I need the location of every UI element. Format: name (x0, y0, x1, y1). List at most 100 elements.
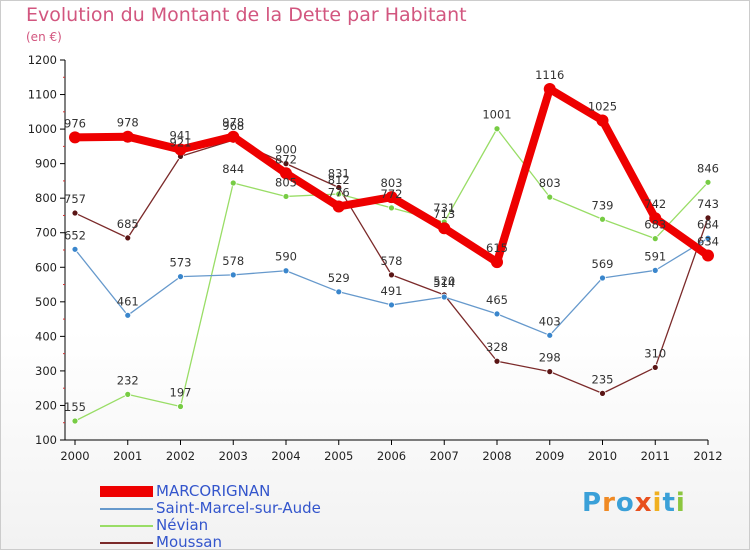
x-tick-label: 2004 (271, 449, 300, 463)
data-label-saint-marcel-sur-aude: 491 (381, 284, 403, 298)
data-label-moussan: 578 (381, 254, 403, 268)
data-point-saint-marcel-sur-aude (704, 234, 712, 242)
chart-subtitle: (en €) (26, 30, 62, 44)
data-point-moussan (71, 209, 79, 217)
legend-item-saint-marcel: Saint-Marcel-sur-Aude (100, 500, 360, 517)
y-tick-label: 300 (35, 364, 57, 378)
data-point-saint-marcel-sur-aude (124, 311, 132, 319)
y-tick-label: 600 (35, 260, 57, 274)
data-point-saint-marcel-sur-aude (651, 266, 659, 274)
x-tick-label: 2000 (60, 449, 89, 463)
y-tick-label: 800 (35, 191, 57, 205)
data-label-saint-marcel-sur-aude: 514 (433, 276, 455, 290)
data-label-marcorignan: 976 (64, 116, 86, 130)
data-label-n-vian: 772 (381, 187, 403, 201)
data-label-moussan: 328 (486, 340, 508, 354)
data-point-saint-marcel-sur-aude (440, 293, 448, 301)
y-tick-label: 1200 (28, 53, 57, 67)
data-label-saint-marcel-sur-aude: 590 (275, 250, 297, 264)
data-point-moussan (388, 271, 395, 279)
data-point-saint-marcel-sur-aude (546, 331, 554, 339)
y-tick-label: 400 (35, 329, 57, 343)
data-label-n-vian: 812 (328, 173, 350, 187)
data-label-saint-marcel-sur-aude: 578 (222, 254, 244, 268)
data-label-n-vian: 197 (170, 385, 192, 399)
data-point-n-vian (546, 193, 554, 201)
data-point-marcorignan (438, 222, 451, 235)
data-label-marcorignan: 634 (697, 235, 719, 249)
data-point-n-vian (282, 193, 290, 200)
data-label-saint-marcel-sur-aude: 684 (697, 217, 719, 231)
data-point-saint-marcel-sur-aude (493, 310, 501, 318)
x-tick-label: 2007 (430, 449, 459, 463)
chart-title: Evolution du Montant de la Dette par Hab… (26, 4, 467, 26)
x-tick-label: 2001 (113, 449, 142, 463)
legend: MARCORIGNAN Saint-Marcel-sur-Aude Névian… (100, 483, 360, 551)
data-label-moussan: 921 (170, 135, 192, 149)
proxiti-logo: Proxiti (582, 488, 686, 518)
logo-letter: o (615, 488, 635, 518)
data-point-marcorignan (385, 191, 398, 204)
data-point-n-vian (71, 417, 79, 425)
data-label-marcorignan: 1116 (535, 68, 564, 82)
data-point-marcorignan (280, 167, 292, 180)
data-label-marcorignan: 978 (222, 116, 244, 130)
data-point-moussan (704, 214, 712, 222)
logo-letter: i (675, 488, 686, 518)
x-tick-label: 2002 (166, 449, 195, 463)
logo-letter: r (602, 488, 616, 518)
data-point-marcorignan (69, 131, 81, 144)
data-point-saint-marcel-sur-aude (282, 267, 290, 275)
data-label-n-vian: 683 (644, 218, 666, 232)
data-label-saint-marcel-sur-aude: 529 (328, 271, 350, 285)
data-point-n-vian (177, 403, 184, 410)
data-point-saint-marcel-sur-aude (71, 245, 79, 253)
data-label-n-vian: 844 (222, 162, 244, 176)
legend-swatch-moussan (100, 542, 153, 544)
data-point-n-vian (388, 204, 395, 212)
data-point-saint-marcel-sur-aude (599, 274, 606, 282)
y-tick-label: 100 (35, 433, 57, 447)
data-point-n-vian (229, 179, 237, 187)
data-point-saint-marcel-sur-aude (229, 271, 237, 279)
logo-letter: P (582, 488, 603, 518)
data-label-saint-marcel-sur-aude: 461 (117, 294, 139, 308)
data-label-marcorignan: 941 (170, 128, 192, 142)
logo-letter: t (662, 488, 676, 518)
legend-swatch-nevian (100, 525, 153, 527)
legend-label-saint-marcel: Saint-Marcel-sur-Aude (156, 499, 321, 517)
legend-swatch-saint-marcel (100, 508, 153, 510)
y-tick-label: 1000 (28, 122, 57, 136)
data-point-marcorignan (649, 212, 662, 225)
data-label-saint-marcel-sur-aude: 465 (486, 293, 508, 307)
data-point-marcorignan (491, 256, 503, 269)
data-point-n-vian (335, 190, 343, 198)
y-tick-label: 500 (35, 295, 57, 309)
x-tick-label: 2006 (377, 449, 406, 463)
data-point-n-vian (124, 390, 132, 398)
data-point-moussan (546, 368, 554, 376)
data-label-saint-marcel-sur-aude: 569 (592, 257, 614, 271)
data-label-saint-marcel-sur-aude: 403 (539, 314, 561, 328)
data-label-marcorignan: 776 (328, 185, 350, 199)
data-label-marcorignan: 713 (433, 207, 455, 221)
data-point-n-vian (651, 235, 659, 243)
data-label-moussan: 831 (328, 166, 350, 180)
legend-item-marcorignan: MARCORIGNAN (100, 483, 360, 500)
legend-swatch-marcorignan (100, 486, 153, 497)
x-tick-label: 2008 (482, 449, 511, 463)
legend-item-moussan: Moussan (100, 534, 360, 551)
data-point-n-vian (493, 125, 501, 133)
data-label-saint-marcel-sur-aude: 652 (64, 228, 86, 242)
data-point-marcorignan (702, 249, 714, 262)
data-label-marcorignan: 615 (486, 241, 508, 255)
x-tick-label: 2003 (219, 449, 248, 463)
y-tick-label: 700 (35, 226, 57, 240)
data-point-marcorignan (543, 83, 556, 96)
data-label-moussan: 743 (697, 197, 719, 211)
data-point-n-vian (599, 215, 606, 223)
data-label-n-vian: 803 (539, 176, 561, 190)
data-label-saint-marcel-sur-aude: 591 (644, 249, 666, 263)
y-tick-label: 200 (35, 398, 57, 412)
